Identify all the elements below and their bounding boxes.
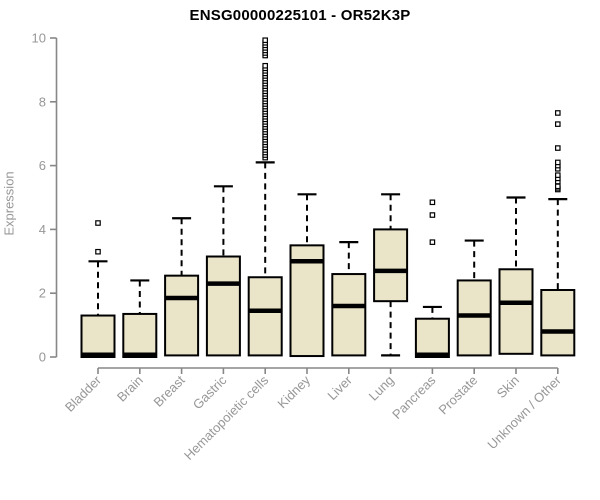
outlier-point [262, 62, 269, 69]
outlier-point [554, 121, 561, 127]
chart-title: ENSG00000225101 - OR52K3P [189, 7, 411, 24]
box-group [331, 241, 367, 357]
iqr-box [456, 279, 492, 357]
iqr-box [540, 289, 576, 357]
x-tick-label: Kidney [274, 372, 313, 411]
iqr-box [247, 276, 283, 357]
iqr-box [205, 255, 241, 357]
outlier-point [554, 172, 561, 178]
x-tick-label: Brain [114, 373, 146, 405]
iqr-box [122, 312, 158, 358]
outlier-point [429, 199, 436, 206]
x-tick-label: Prostate [435, 373, 480, 418]
iqr-box [80, 314, 116, 358]
box-group [247, 37, 283, 357]
outlier-point [95, 220, 101, 226]
y-tick-label: 10 [32, 31, 46, 46]
outlier-point [429, 239, 436, 245]
outlier-point [554, 183, 561, 190]
box-group [205, 185, 241, 357]
outlier-point [554, 145, 561, 151]
box-group [289, 193, 325, 358]
iqr-box [414, 317, 450, 358]
iqr-box [373, 228, 409, 303]
y-tick-label: 2 [39, 286, 46, 301]
box-group [540, 110, 576, 357]
y-tick-label: 6 [39, 158, 46, 173]
x-tick-label: Liver [324, 372, 355, 403]
x-tick-label: Skin [494, 373, 522, 401]
outlier-point [554, 110, 561, 116]
iqr-box [164, 274, 200, 357]
box-group [80, 220, 116, 358]
box-group [498, 196, 534, 355]
box-group [414, 199, 450, 358]
box-group [456, 239, 492, 357]
box-group [122, 279, 158, 358]
x-tick-label: Gastric [190, 372, 230, 412]
y-tick-label: 4 [39, 222, 46, 237]
box-group [373, 193, 409, 357]
x-tick-label: Unknown / Other [484, 372, 564, 452]
box-group [164, 217, 200, 357]
outlier-point [262, 37, 269, 44]
outlier-point [429, 212, 436, 218]
x-tick-label: Bladder [62, 372, 105, 415]
outlier-point [95, 248, 101, 255]
outlier-point [554, 159, 561, 166]
y-tick-label: 0 [39, 350, 46, 365]
iqr-box [498, 268, 534, 355]
iqr-box [289, 244, 325, 358]
x-tick-label: Pancreas [389, 372, 439, 422]
y-tick-label: 8 [39, 94, 46, 109]
x-tick-label: Breast [151, 372, 188, 409]
iqr-box [331, 273, 367, 357]
x-tick-label: Lung [366, 373, 397, 404]
